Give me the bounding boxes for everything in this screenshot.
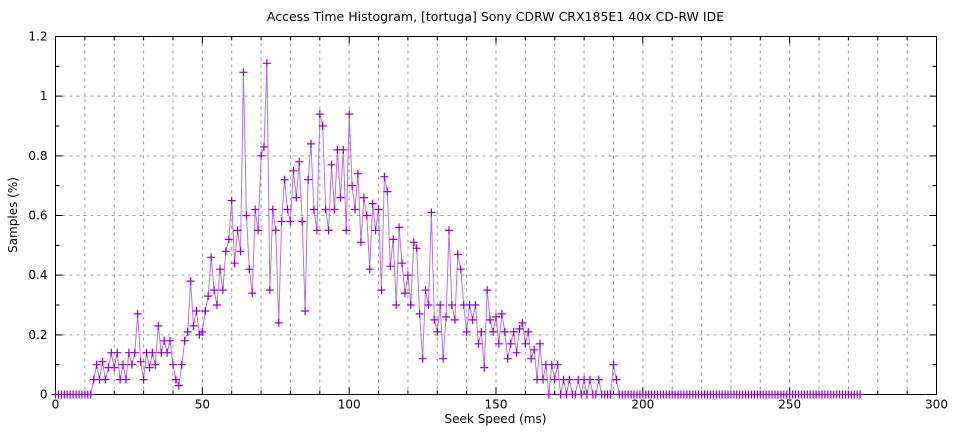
y-tick-label: 0.4 — [28, 268, 47, 282]
x-tick-label: 250 — [778, 398, 801, 412]
y-tick-label: 0.2 — [28, 328, 47, 342]
x-tick-label: 100 — [338, 398, 361, 412]
y-tick-label: 0 — [40, 388, 48, 402]
series-line — [55, 63, 861, 395]
x-tick-label: 150 — [485, 398, 508, 412]
x-tick-label: 50 — [195, 398, 210, 412]
y-tick-label: 1.2 — [28, 30, 47, 44]
x-tick-label: 0 — [52, 398, 60, 412]
x-tick-label: 300 — [925, 398, 948, 412]
y-tick-label: 1 — [40, 89, 48, 103]
series-markers — [51, 59, 865, 399]
x-tick-label: 200 — [631, 398, 654, 412]
grid-lines — [55, 36, 937, 395]
chart-title: Access Time Histogram, [tortuga] Sony CD… — [266, 9, 725, 24]
y-tick-label: 0.6 — [28, 209, 47, 223]
y-tick-label: 0.8 — [28, 149, 47, 163]
x-axis-label: Seek Speed (ms) — [444, 412, 547, 426]
